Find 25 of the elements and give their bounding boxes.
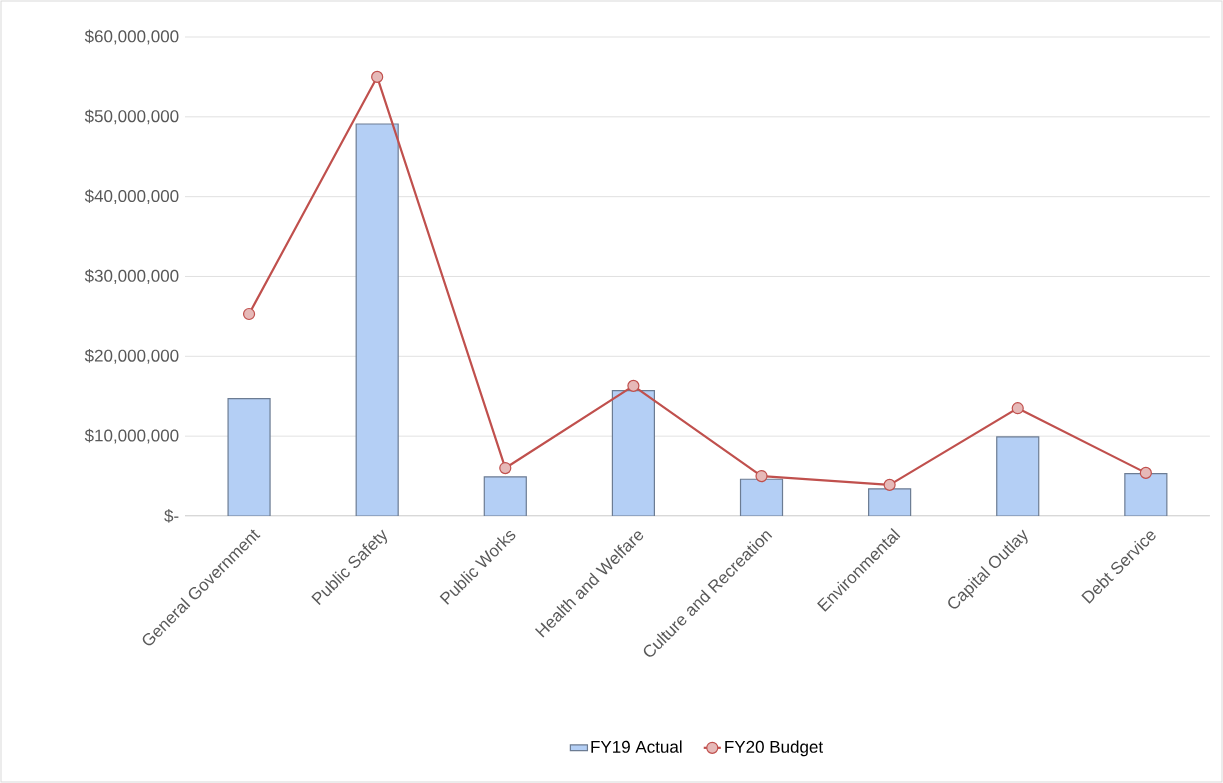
point	[883, 478, 896, 491]
bar	[868, 488, 912, 516]
point	[627, 379, 640, 392]
y-tick-label: $20,000,000	[84, 348, 179, 364]
point	[242, 307, 256, 321]
y-tick-label: $-	[164, 509, 179, 523]
bar	[1124, 473, 1168, 516]
y-tick-label: $30,000,000	[84, 269, 179, 284]
bar	[611, 390, 655, 516]
y-tick-label: $60,000,000	[84, 29, 179, 45]
bar	[355, 123, 399, 516]
legend-label: FY20 Budget	[725, 740, 823, 757]
point	[499, 461, 512, 475]
bar	[739, 478, 784, 516]
y-tick-label: $40,000,000	[84, 189, 179, 205]
bar	[483, 476, 527, 516]
point	[371, 70, 384, 84]
point	[1011, 402, 1024, 415]
y-tick-label: $50,000,000	[84, 109, 179, 125]
point	[1139, 466, 1152, 479]
y-tick-label: $10,000,000	[84, 428, 179, 444]
bar	[996, 436, 1040, 516]
bar	[227, 398, 271, 516]
legend-label: FY19 Actual	[591, 740, 682, 753]
point	[755, 469, 768, 483]
